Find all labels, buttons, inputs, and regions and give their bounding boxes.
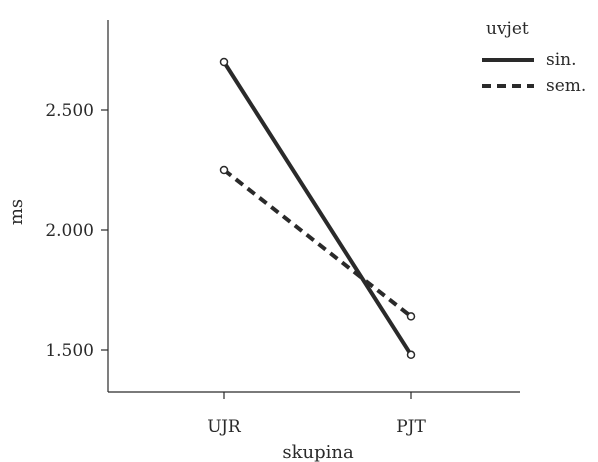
y-ticks: 1.500 2.000 2.500 [45,101,108,361]
series-line-sem [222,168,413,318]
x-tick-label: UJR [207,417,242,437]
x-axis-label: skupina [282,442,354,462]
data-point [406,350,416,360]
data-point [219,57,229,67]
y-axis-label: ms [6,199,27,225]
axes [107,20,520,393]
y-tick-label: 1.500 [45,341,94,361]
series-line-sin [222,60,413,356]
legend-label: sin. [546,50,577,70]
x-ticks: UJR PJT [207,392,426,437]
y-tick-label: 2.500 [45,101,94,121]
data-point [406,312,416,321]
x-tick-label: PJT [396,417,426,437]
legend: uvjet sin. sem. [482,19,586,96]
legend-title: uvjet [486,19,529,39]
y-tick-label: 2.000 [45,221,94,241]
series-lines [219,57,416,360]
legend-label: sem. [546,76,586,96]
data-point [219,165,229,175]
